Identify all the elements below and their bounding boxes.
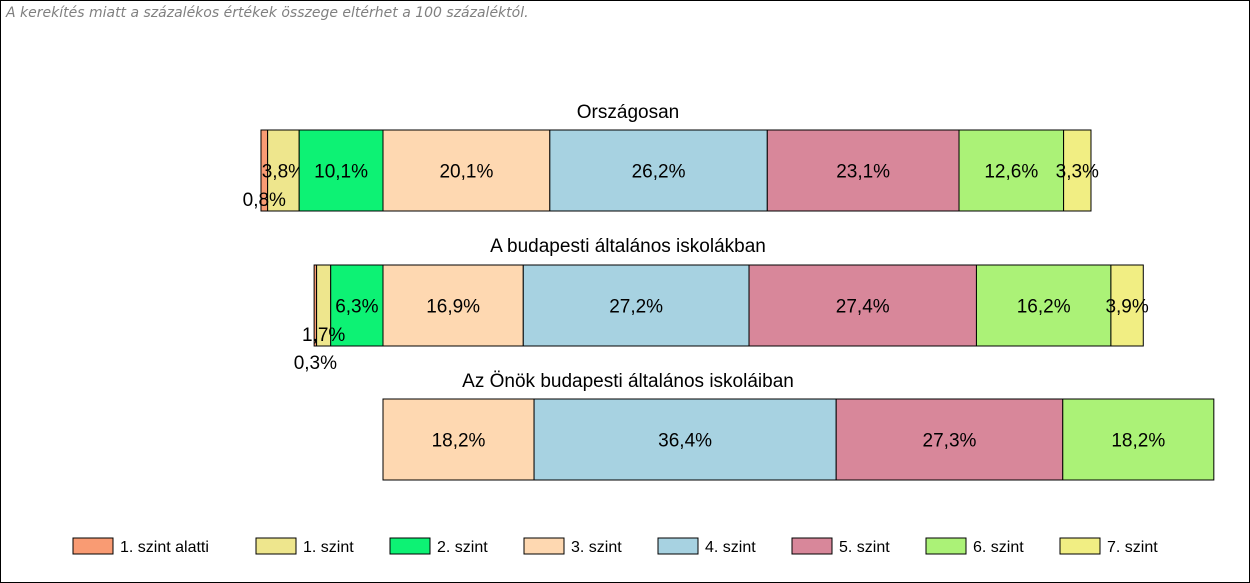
bar-segment — [1110, 264, 1144, 347]
data-label: 27,2% — [609, 297, 663, 318]
legend-label: 1. szint — [303, 539, 354, 556]
data-label: 1,7% — [302, 325, 345, 346]
data-label: 26,2% — [632, 162, 686, 183]
group-title: A budapesti általános iskolákban — [490, 236, 766, 257]
bar-segment — [382, 398, 535, 481]
legend-label: 3. szint — [571, 539, 622, 556]
legend-swatch — [255, 537, 297, 555]
legend-swatch — [523, 537, 565, 555]
bar-segment — [975, 264, 1112, 347]
data-label: 10,1% — [314, 162, 368, 183]
legend-swatch — [72, 537, 114, 555]
legend-swatch — [657, 537, 699, 555]
bar-segment — [549, 129, 768, 212]
bar-segment — [382, 264, 524, 347]
data-label: 3,9% — [1105, 297, 1148, 318]
data-label: 3,8% — [262, 162, 305, 183]
bar-segment — [382, 129, 551, 212]
data-label: 18,2% — [432, 431, 486, 452]
data-label: 12,6% — [984, 162, 1038, 183]
bar-segment — [330, 264, 384, 347]
bar-segment — [958, 129, 1065, 212]
group-title: Az Önök budapesti általános iskoláiban — [462, 371, 794, 392]
legend-label: 5. szint — [839, 539, 890, 556]
data-label: 23,1% — [836, 162, 890, 183]
bar-segment — [748, 264, 977, 347]
rounding-note: A kerekítés miatt a százalékos értékek ö… — [6, 5, 529, 21]
data-label: 18,2% — [1111, 431, 1165, 452]
legend-label: 6. szint — [973, 539, 1024, 556]
data-label: 16,9% — [426, 297, 480, 318]
data-label: 27,3% — [923, 431, 977, 452]
bar-segment — [1062, 398, 1215, 481]
data-label: 0,3% — [294, 353, 337, 374]
data-label: 20,1% — [439, 162, 493, 183]
data-label: 6,3% — [335, 297, 378, 318]
legend-label: 7. szint — [1107, 539, 1158, 556]
legend-swatch — [925, 537, 967, 555]
data-label: 36,4% — [658, 431, 712, 452]
legend-swatch — [1059, 537, 1101, 555]
data-label: 27,4% — [836, 297, 890, 318]
legend-label: 4. szint — [705, 539, 756, 556]
legend-label: 1. szint alatti — [120, 539, 209, 556]
bar-segment — [1063, 129, 1092, 212]
data-label: 0,8% — [243, 190, 286, 211]
data-label: 16,2% — [1017, 297, 1071, 318]
legend-swatch — [791, 537, 833, 555]
legend-swatch — [389, 537, 431, 555]
bar-segment — [835, 398, 1064, 481]
group-title: Országosan — [577, 102, 679, 123]
legend-label: 2. szint — [437, 539, 488, 556]
bar-segment — [766, 129, 960, 212]
data-label: 3,3% — [1056, 162, 1099, 183]
bar-segment — [533, 398, 837, 481]
bar-segment — [267, 129, 300, 212]
